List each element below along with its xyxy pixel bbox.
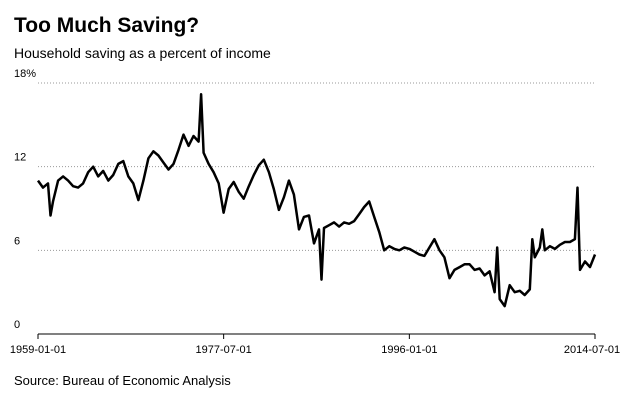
x-tick-label: 2014-07-01 (564, 344, 620, 356)
source-note: Source: Bureau of Economic Analysis (14, 373, 231, 388)
y-tick-label: 12 (14, 152, 26, 164)
chart-title: Too Much Saving? (14, 14, 199, 37)
y-tick-label: 18% (14, 68, 36, 80)
x-tick-label: 1996-01-01 (381, 344, 437, 356)
y-tick-label: 6 (14, 235, 20, 247)
x-tick-label: 1959-01-01 (10, 344, 66, 356)
chart-subtitle: Household saving as a percent of income (14, 45, 271, 61)
y-tick-label: 0 (14, 319, 20, 331)
series-line (36, 92, 597, 308)
x-tick-label: 1977-07-01 (196, 344, 252, 356)
